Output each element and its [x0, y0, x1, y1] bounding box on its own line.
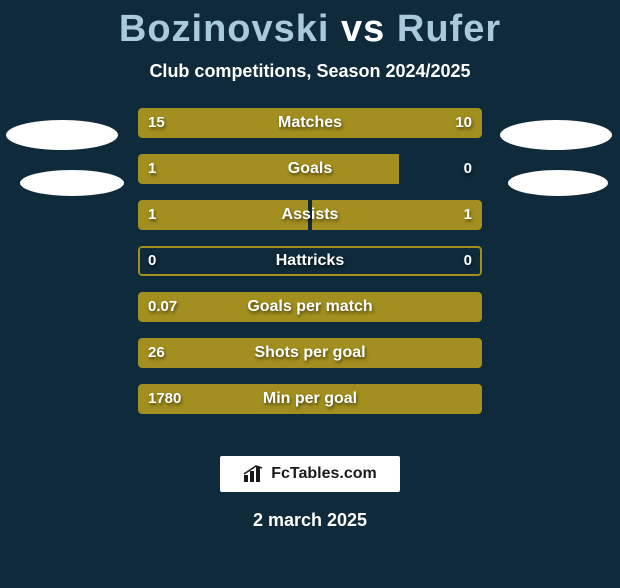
decor-ellipse-3 [508, 170, 608, 196]
decor-ellipse-2 [500, 120, 612, 150]
vs-label: vs [341, 8, 385, 50]
stat-label: Hattricks [138, 246, 482, 276]
stat-label: Goals [138, 154, 482, 184]
comparison-title: Bozinovski vs Rufer [0, 8, 620, 51]
stats-stage: 1510Matches 10Goals 11Assists 00Hattricks 0.… [0, 108, 620, 428]
stat-label: Matches [138, 108, 482, 138]
decor-ellipse-1 [20, 170, 124, 196]
comparison-subtitle: Club competitions, Season 2024/2025 [0, 61, 620, 82]
stat-label: Shots per goal [138, 338, 482, 368]
decor-ellipse-0 [6, 120, 118, 150]
footer-date: 2 march 2025 [0, 510, 620, 531]
stat-row-goals-per-match: 0.07Goals per match [138, 292, 482, 322]
bar-chart-icon [243, 465, 265, 483]
stat-label: Goals per match [138, 292, 482, 322]
stat-row-min-per-goal: 1780Min per goal [138, 384, 482, 414]
player1-name: Bozinovski [119, 8, 330, 50]
player2-name: Rufer [397, 8, 501, 50]
stat-label: Assists [138, 200, 482, 230]
stat-row-assists: 11Assists [138, 200, 482, 230]
stat-bars: 1510Matches 10Goals 11Assists 00Hattricks 0.… [138, 108, 482, 430]
stat-row-goals: 10Goals [138, 154, 482, 184]
stat-label: Min per goal [138, 384, 482, 414]
fctables-logo: FcTables.com [220, 456, 400, 492]
stat-row-matches: 1510Matches [138, 108, 482, 138]
logo-text: FcTables.com [271, 465, 377, 483]
stat-row-shots-per-goal: 26Shots per goal [138, 338, 482, 368]
stat-row-hattricks: 00Hattricks [138, 246, 482, 276]
